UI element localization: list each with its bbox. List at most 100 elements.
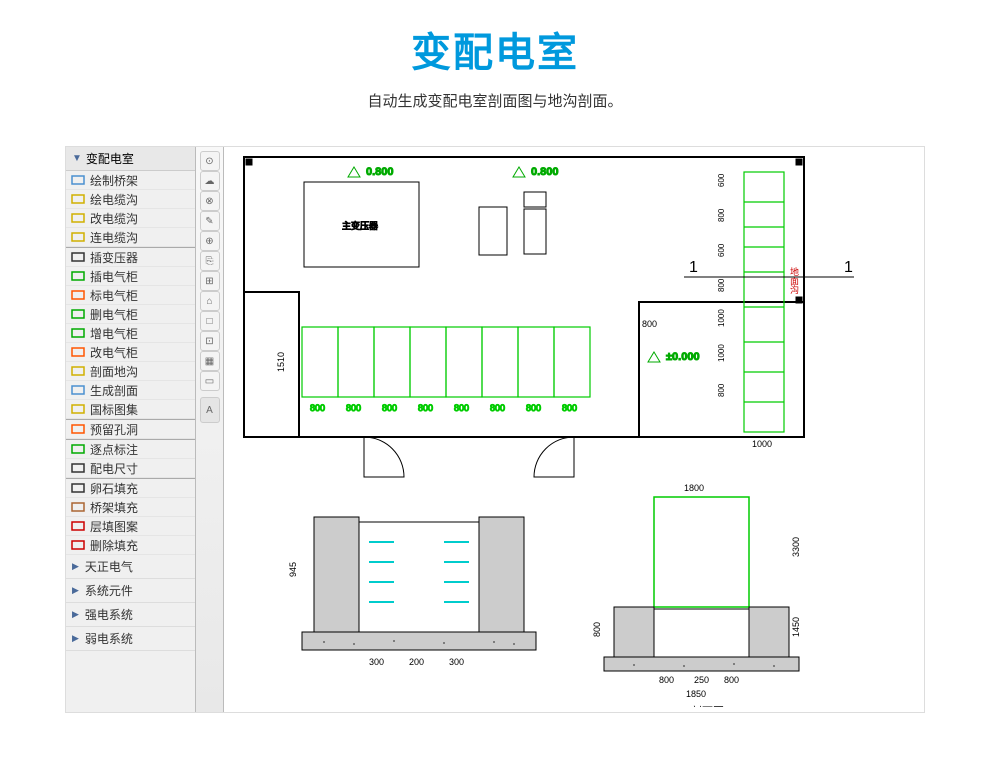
tool-label: 剖面地沟 bbox=[90, 363, 138, 380]
tool-item[interactable]: 生成剖面 bbox=[66, 381, 195, 400]
toolstrip-button[interactable]: ⎘ bbox=[200, 251, 220, 271]
tool-item[interactable]: 桥架填充 bbox=[66, 498, 195, 517]
tool-icon bbox=[70, 442, 86, 456]
category-item[interactable]: ▶ 弱电系统 bbox=[66, 627, 195, 651]
toolstrip-button[interactable]: ⊡ bbox=[200, 331, 220, 351]
tool-icon bbox=[70, 500, 86, 514]
toolstrip-button[interactable]: ☁ bbox=[200, 171, 220, 191]
tool-item[interactable]: 绘制桥架 bbox=[66, 171, 195, 190]
svg-text:600: 600 bbox=[717, 173, 726, 187]
tool-label: 删除填充 bbox=[90, 537, 138, 554]
tool-label: 改电缆沟 bbox=[90, 210, 138, 227]
svg-text:0.800: 0.800 bbox=[531, 166, 559, 178]
toolstrip-button[interactable]: ▭ bbox=[200, 371, 220, 391]
svg-text:800: 800 bbox=[717, 278, 726, 292]
svg-text:800: 800 bbox=[346, 403, 361, 413]
tool-item[interactable]: 国标图集 bbox=[66, 400, 195, 419]
svg-text:800: 800 bbox=[717, 208, 726, 222]
tool-item[interactable]: 改电缆沟 bbox=[66, 209, 195, 228]
tool-icon bbox=[70, 383, 86, 397]
tool-icon bbox=[70, 230, 86, 244]
category-item[interactable]: ▶ 天正电气 bbox=[66, 555, 195, 579]
toolstrip-button[interactable]: ✎ bbox=[200, 211, 220, 231]
svg-text:1000: 1000 bbox=[717, 309, 726, 327]
tool-item[interactable]: 增电气柜 bbox=[66, 324, 195, 343]
tool-label: 增电气柜 bbox=[90, 325, 138, 342]
category-item[interactable]: ▶强电系统 bbox=[66, 603, 195, 627]
cad-window: ▼ 变配电室 绘制桥架绘电缆沟改电缆沟连电缆沟插变压器插电气柜标电气柜删电气柜增… bbox=[65, 146, 925, 713]
tool-label: 删电气柜 bbox=[90, 306, 138, 323]
svg-text:1000: 1000 bbox=[752, 439, 772, 449]
transformer-label: 主变压器 bbox=[342, 220, 378, 231]
toolstrip-button[interactable]: □ bbox=[200, 311, 220, 331]
tool-item[interactable]: 卵石填充 bbox=[66, 479, 195, 498]
category-label: 强电系统 bbox=[85, 606, 133, 623]
expand-icon: ▶ bbox=[72, 561, 79, 572]
category-label: 天正电气 bbox=[85, 558, 133, 575]
tool-icon bbox=[70, 173, 86, 187]
tool-item[interactable]: 改电气柜 bbox=[66, 343, 195, 362]
tool-icon bbox=[70, 364, 86, 378]
sidebar-section-header[interactable]: ▼ 变配电室 bbox=[66, 147, 195, 171]
section-title: 变配电室 bbox=[86, 150, 134, 167]
svg-text:3300: 3300 bbox=[791, 537, 801, 557]
tool-label: 标电气柜 bbox=[90, 287, 138, 304]
svg-text:800: 800 bbox=[717, 383, 726, 397]
tool-item[interactable]: 配电尺寸 bbox=[66, 459, 195, 478]
toolstrip-button[interactable]: ⊞ bbox=[200, 271, 220, 291]
svg-text:1850: 1850 bbox=[686, 689, 706, 699]
drawing-canvas[interactable]: 主变压器 0.800 0.800 ±0.000 bbox=[224, 147, 924, 712]
svg-text:800: 800 bbox=[382, 403, 397, 413]
tool-item[interactable]: 插电气柜 bbox=[66, 267, 195, 286]
tool-item[interactable]: 逐点标注 bbox=[66, 440, 195, 459]
tool-icon bbox=[70, 402, 86, 416]
svg-text:800: 800 bbox=[526, 403, 541, 413]
tool-item[interactable]: 绘电缆沟 bbox=[66, 190, 195, 209]
toolstrip-button[interactable]: ⊗ bbox=[200, 191, 220, 211]
svg-text:1800: 1800 bbox=[684, 483, 704, 493]
svg-text:600: 600 bbox=[717, 243, 726, 257]
tool-label: 桥架填充 bbox=[90, 499, 138, 516]
svg-text:945: 945 bbox=[288, 562, 298, 577]
tool-item[interactable]: 删电气柜 bbox=[66, 305, 195, 324]
svg-text:800: 800 bbox=[490, 403, 505, 413]
svg-text:1450: 1450 bbox=[791, 617, 801, 637]
vertical-toolstrip: ⊙☁⊗✎⊕⎘⊞⌂□⊡▦▭ A bbox=[196, 147, 224, 712]
toolstrip-letter[interactable]: A bbox=[200, 397, 220, 423]
svg-text:1: 1 bbox=[689, 259, 698, 276]
tool-label: 生成剖面 bbox=[90, 382, 138, 399]
category-label: 弱电系统 bbox=[85, 630, 133, 647]
page-title: 变配电室 bbox=[0, 20, 990, 78]
toolstrip-button[interactable]: ⊕ bbox=[200, 231, 220, 251]
expand-icon: ▶ bbox=[72, 633, 79, 644]
tool-icon bbox=[70, 519, 86, 533]
tool-label: 配电尺寸 bbox=[90, 460, 138, 477]
svg-text:800: 800 bbox=[418, 403, 433, 413]
tool-item[interactable]: 插变压器 bbox=[66, 248, 195, 267]
tool-label: 插电气柜 bbox=[90, 268, 138, 285]
tool-icon bbox=[70, 250, 86, 264]
svg-text:800: 800 bbox=[724, 675, 739, 685]
tool-item[interactable]: 连电缆沟 bbox=[66, 228, 195, 247]
tool-item[interactable]: 剖面地沟 bbox=[66, 362, 195, 381]
svg-text:1510: 1510 bbox=[276, 352, 286, 372]
toolstrip-button[interactable]: ⌂ bbox=[200, 291, 220, 311]
tool-label: 预留孔洞 bbox=[90, 421, 138, 438]
svg-text:300: 300 bbox=[369, 657, 384, 667]
tool-icon bbox=[70, 538, 86, 552]
category-label: 系统元件 bbox=[85, 582, 133, 599]
tool-item[interactable]: 层填图案 bbox=[66, 517, 195, 536]
tool-icon bbox=[70, 269, 86, 283]
category-item[interactable]: ▶ 系统元件 bbox=[66, 579, 195, 603]
tool-item[interactable]: 预留孔洞 bbox=[66, 420, 195, 439]
tool-item[interactable]: 标电气柜 bbox=[66, 286, 195, 305]
cad-drawing: 主变压器 0.800 0.800 ±0.000 bbox=[224, 147, 924, 707]
tool-sidebar: ▼ 变配电室 绘制桥架绘电缆沟改电缆沟连电缆沟插变压器插电气柜标电气柜删电气柜增… bbox=[66, 147, 196, 712]
toolstrip-button[interactable]: ⊙ bbox=[200, 151, 220, 171]
tool-item[interactable]: 删除填充 bbox=[66, 536, 195, 555]
toolstrip-button[interactable]: ▦ bbox=[200, 351, 220, 371]
expand-icon: ▶ bbox=[72, 585, 79, 596]
tool-label: 逐点标注 bbox=[90, 441, 138, 458]
tool-icon bbox=[70, 307, 86, 321]
tool-label: 层填图案 bbox=[90, 518, 138, 535]
